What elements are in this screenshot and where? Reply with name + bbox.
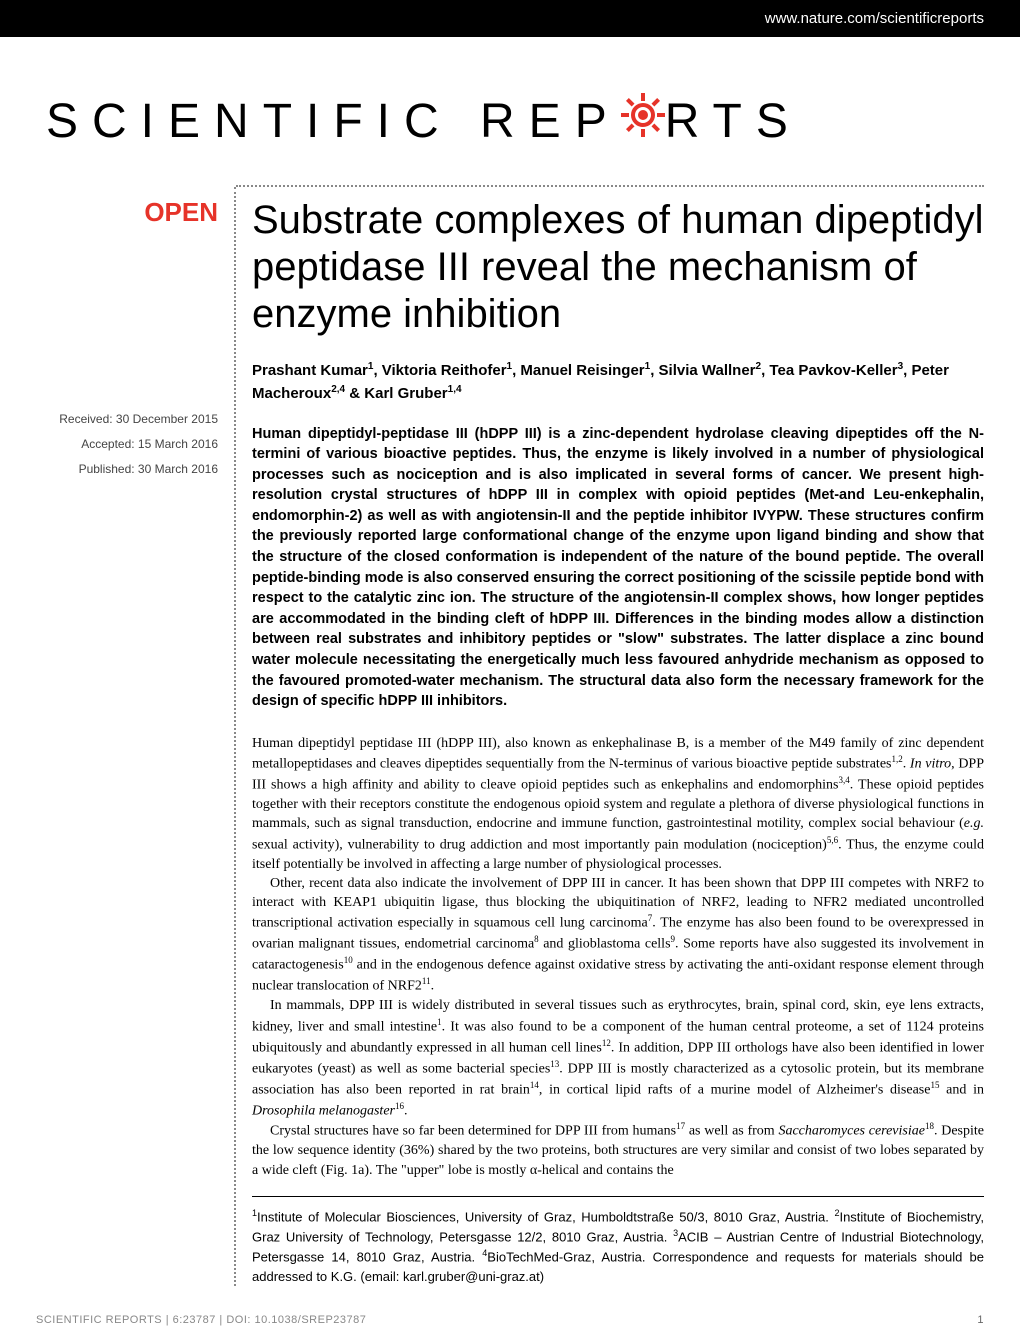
header-bar: www.nature.com/scientificreports	[0, 0, 1020, 37]
authors: Prashant Kumar1, Viktoria Reithofer1, Ma…	[252, 359, 984, 406]
date-published: Published: 30 March 2016	[36, 458, 218, 481]
content-wrap: OPEN Received: 30 December 2015 Accepted…	[36, 187, 984, 1286]
date-received: Received: 30 December 2015	[36, 408, 218, 431]
logo-part3: RTS	[665, 94, 802, 149]
gear-icon	[615, 87, 671, 155]
article-title: Substrate complexes of human dipeptidyl …	[252, 197, 984, 339]
abstract: Human dipeptidyl-peptidase III (hDPP III…	[252, 424, 984, 712]
footer-page: 1	[977, 1314, 984, 1326]
article-dates: Received: 30 December 2015 Accepted: 15 …	[36, 408, 218, 480]
left-column: OPEN Received: 30 December 2015 Accepted…	[36, 187, 236, 1286]
body-p1: Human dipeptidyl peptidase III (hDPP III…	[252, 734, 984, 874]
body-text: Human dipeptidyl peptidase III (hDPP III…	[252, 734, 984, 1180]
affiliations: 1Institute of Molecular Biosciences, Uni…	[252, 1207, 984, 1286]
body-p4: Crystal structures have so far been dete…	[252, 1120, 984, 1180]
logo-part2: REP	[480, 94, 621, 149]
footer-citation: SCIENTIFIC REPORTS | 6:23787 | DOI: 10.1…	[36, 1314, 366, 1326]
header-url[interactable]: www.nature.com/scientificreports	[765, 10, 984, 27]
main-column: Substrate complexes of human dipeptidyl …	[236, 187, 984, 1286]
affiliation-divider	[252, 1196, 984, 1197]
body-p2: Other, recent data also indicate the inv…	[252, 874, 984, 997]
open-access-badge: OPEN	[36, 197, 218, 228]
date-accepted: Accepted: 15 March 2016	[36, 433, 218, 456]
body-p3: In mammals, DPP III is widely distribute…	[252, 996, 984, 1120]
logo-part1: SCIENTIFIC	[46, 94, 453, 149]
footer: SCIENTIFIC REPORTS | 6:23787 | DOI: 10.1…	[36, 1314, 984, 1326]
journal-logo: SCIENTIFIC REP RTS	[46, 87, 984, 155]
